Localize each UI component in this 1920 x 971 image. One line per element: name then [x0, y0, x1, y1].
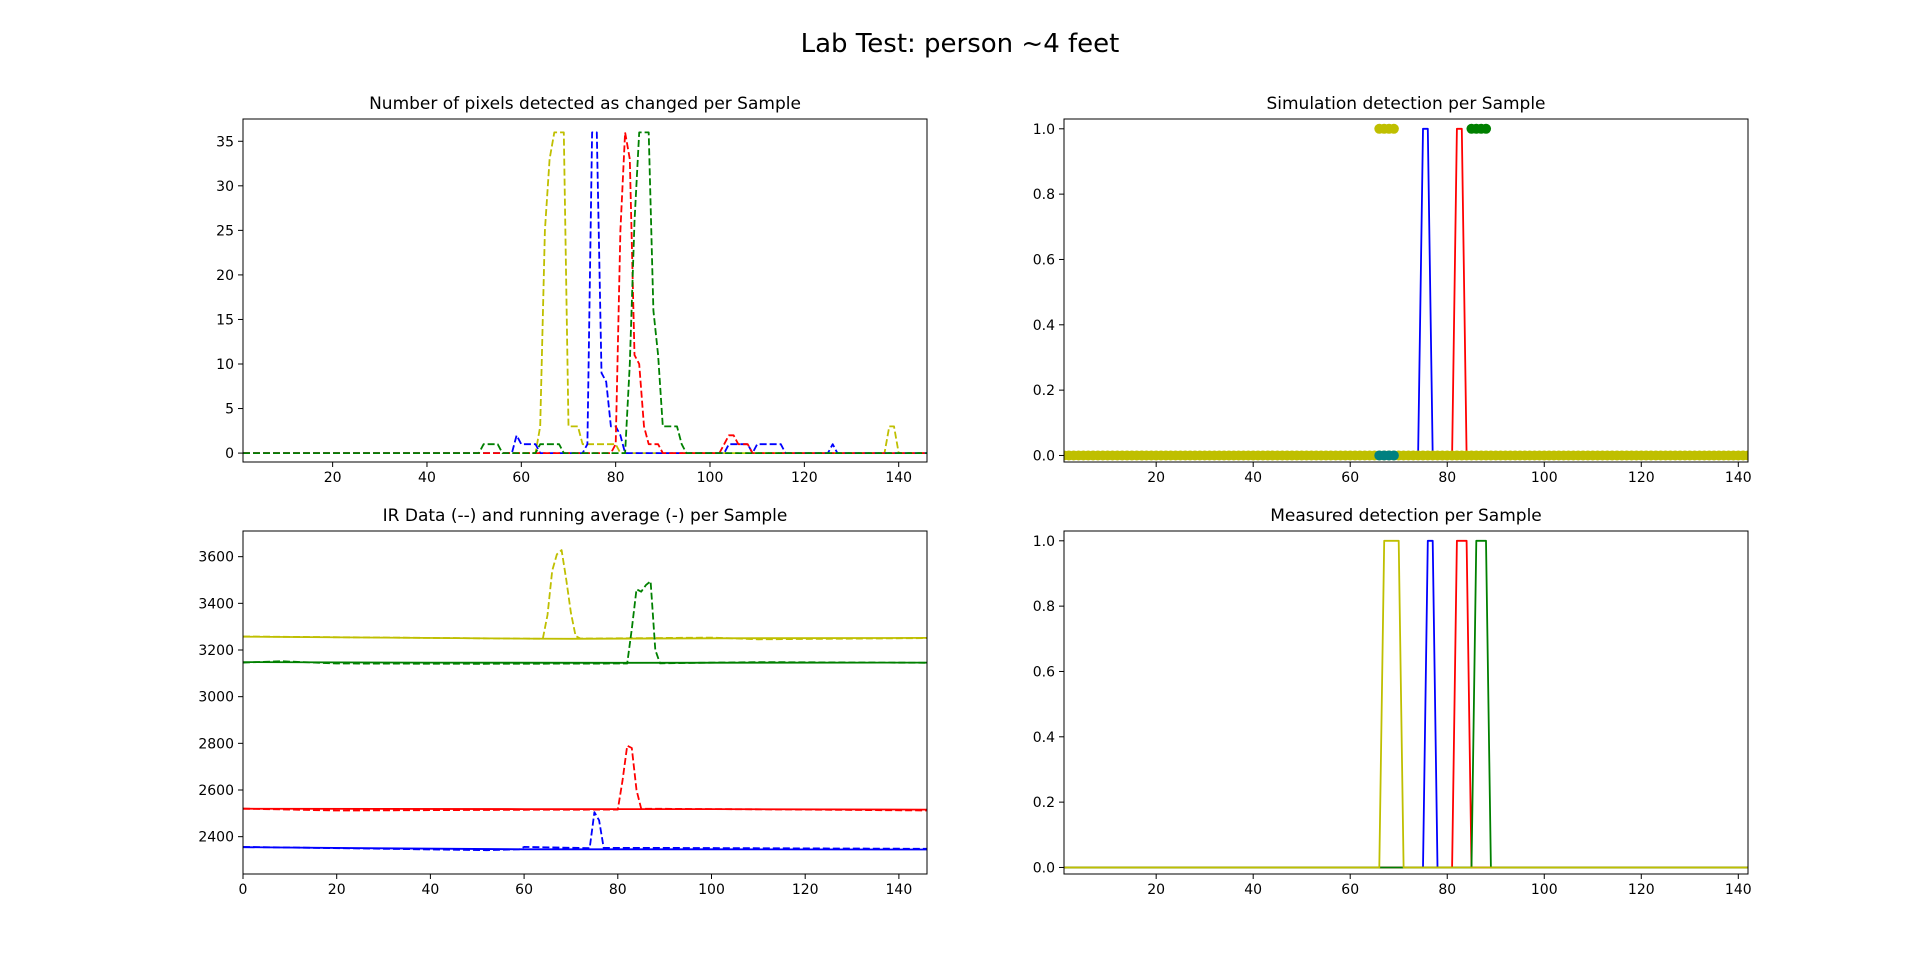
x-tick-label: 20: [324, 470, 342, 486]
x-tick-label: 100: [698, 882, 725, 898]
x-tick-label: 20: [328, 882, 346, 898]
x-tick-label: 120: [791, 470, 818, 486]
y-tick-label: 10: [216, 357, 234, 373]
x-tick-label: 60: [512, 470, 530, 486]
x-tick-label: 20: [1147, 470, 1165, 486]
y-tick-label: 2600: [198, 783, 234, 799]
x-tick-label: 140: [1725, 882, 1752, 898]
x-tick-label: 20: [1147, 882, 1165, 898]
chart-pixels: Number of pixels detected as changed per…: [216, 94, 928, 486]
y-tick-label: 0.6: [1033, 664, 1055, 680]
marker-point: [1481, 123, 1492, 134]
y-tick-label: 3600: [198, 550, 234, 566]
chart-title: Number of pixels detected as changed per…: [369, 94, 801, 114]
x-tick-label: 40: [418, 470, 436, 486]
marker-point: [1388, 450, 1399, 461]
plot-area: [243, 549, 927, 852]
y-tick-label: 0.4: [1033, 730, 1055, 746]
chart-meas: Measured detection per Sample 20 40 60 80 100…: [1033, 506, 1752, 898]
y-tick-label: 0.8: [1033, 599, 1055, 615]
x-tick-label: 40: [1244, 882, 1262, 898]
x-tick-label: 100: [1531, 470, 1558, 486]
y-tick-label: 0.4: [1033, 318, 1055, 334]
plot-area: [1064, 123, 1748, 461]
y-tick-label: 0.0: [1033, 448, 1055, 464]
y-tick-label: 3400: [198, 596, 234, 612]
y-tick-label: 5: [225, 402, 234, 418]
x-tick-label: 140: [885, 470, 912, 486]
y-tick-label: 1.0: [1033, 122, 1055, 138]
series-line: [243, 811, 927, 852]
x-tick-label: 80: [1438, 882, 1456, 898]
plot-area: [243, 131, 927, 455]
marker-point: [1743, 450, 1748, 461]
marker-point: [1388, 123, 1399, 134]
plot-area: [1064, 539, 1748, 869]
x-tick-label: 80: [1438, 470, 1456, 486]
y-tick-label: 0.2: [1033, 383, 1055, 399]
axes-frame: [242, 530, 928, 875]
x-tick-label: 120: [792, 882, 819, 898]
chart-ir: IR Data (--) and running average (-) per…: [198, 506, 928, 898]
axes-frame: [1063, 118, 1749, 463]
chart-title: Simulation detection per Sample: [1266, 94, 1545, 114]
x-tick-label: 80: [609, 882, 627, 898]
x-tick-label: 40: [1244, 470, 1262, 486]
figure-suptitle: Lab Test: person ~4 feet: [801, 29, 1120, 59]
axes-frame: [1063, 530, 1749, 875]
y-tick-label: 3000: [198, 690, 234, 706]
y-tick-label: 1.0: [1033, 534, 1055, 550]
x-tick-label: 60: [515, 882, 533, 898]
x-tick-label: 40: [421, 882, 439, 898]
x-tick-label: 120: [1628, 470, 1655, 486]
charts-container: Number of pixels detected as changed per…: [198, 94, 1752, 898]
y-tick-label: 2400: [198, 830, 234, 846]
y-tick-label: 20: [216, 268, 234, 284]
series-line: [243, 580, 927, 665]
y-tick-label: 0.8: [1033, 187, 1055, 203]
y-tick-label: 0.0: [1033, 860, 1055, 876]
y-tick-label: 15: [216, 312, 234, 328]
series-line: [1064, 539, 1748, 869]
chart-sim: Simulation detection per Sample 20 40 60 80 1…: [1033, 94, 1752, 486]
x-tick-label: 100: [1531, 882, 1558, 898]
x-tick-label: 0: [239, 882, 248, 898]
x-tick-label: 60: [1341, 882, 1359, 898]
y-tick-label: 30: [216, 179, 234, 195]
y-tick-label: 35: [216, 134, 234, 150]
axes-frame: [242, 118, 928, 463]
y-tick-label: 2800: [198, 736, 234, 752]
series-line: [243, 744, 927, 812]
x-tick-label: 80: [607, 470, 625, 486]
chart-title: IR Data (--) and running average (-) per…: [383, 506, 788, 526]
x-tick-label: 140: [886, 882, 913, 898]
y-tick-label: 0.6: [1033, 252, 1055, 268]
x-tick-label: 120: [1628, 882, 1655, 898]
x-tick-label: 100: [697, 470, 724, 486]
y-tick-label: 0: [225, 446, 234, 462]
series-line: [243, 131, 927, 455]
series-line: [243, 549, 927, 641]
y-tick-label: 0.2: [1033, 795, 1055, 811]
chart-title: Measured detection per Sample: [1270, 506, 1542, 526]
x-tick-label: 140: [1725, 470, 1752, 486]
series-line: [243, 131, 927, 455]
y-tick-label: 25: [216, 223, 234, 239]
y-tick-label: 3200: [198, 643, 234, 659]
series-line: [243, 131, 927, 455]
x-tick-label: 60: [1341, 470, 1359, 486]
